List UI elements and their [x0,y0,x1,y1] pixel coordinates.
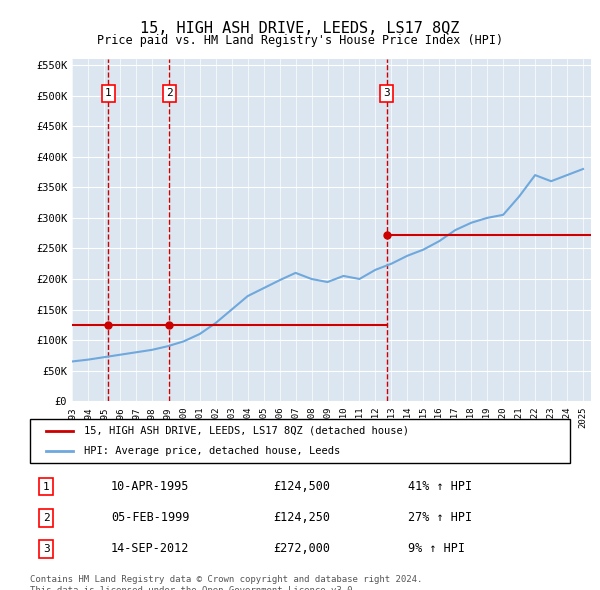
Text: 15, HIGH ASH DRIVE, LEEDS, LS17 8QZ: 15, HIGH ASH DRIVE, LEEDS, LS17 8QZ [140,21,460,35]
Text: 2: 2 [166,88,173,98]
FancyBboxPatch shape [30,419,570,463]
Text: 2: 2 [43,513,50,523]
Text: 41% ↑ HPI: 41% ↑ HPI [408,480,472,493]
Text: 15, HIGH ASH DRIVE, LEEDS, LS17 8QZ (detached house): 15, HIGH ASH DRIVE, LEEDS, LS17 8QZ (det… [84,426,409,436]
Text: £124,250: £124,250 [273,511,330,525]
Text: HPI: Average price, detached house, Leeds: HPI: Average price, detached house, Leed… [84,446,340,456]
Text: 9% ↑ HPI: 9% ↑ HPI [408,542,465,555]
Text: Contains HM Land Registry data © Crown copyright and database right 2024.
This d: Contains HM Land Registry data © Crown c… [30,575,422,590]
Text: £272,000: £272,000 [273,542,330,555]
Text: 14-SEP-2012: 14-SEP-2012 [111,542,190,555]
Text: 1: 1 [43,481,50,491]
Text: 10-APR-1995: 10-APR-1995 [111,480,190,493]
Text: 27% ↑ HPI: 27% ↑ HPI [408,511,472,525]
Text: 05-FEB-1999: 05-FEB-1999 [111,511,190,525]
Text: 1: 1 [105,88,112,98]
Text: 3: 3 [383,88,390,98]
Text: 3: 3 [43,544,50,554]
Text: Price paid vs. HM Land Registry's House Price Index (HPI): Price paid vs. HM Land Registry's House … [97,34,503,47]
Text: £124,500: £124,500 [273,480,330,493]
